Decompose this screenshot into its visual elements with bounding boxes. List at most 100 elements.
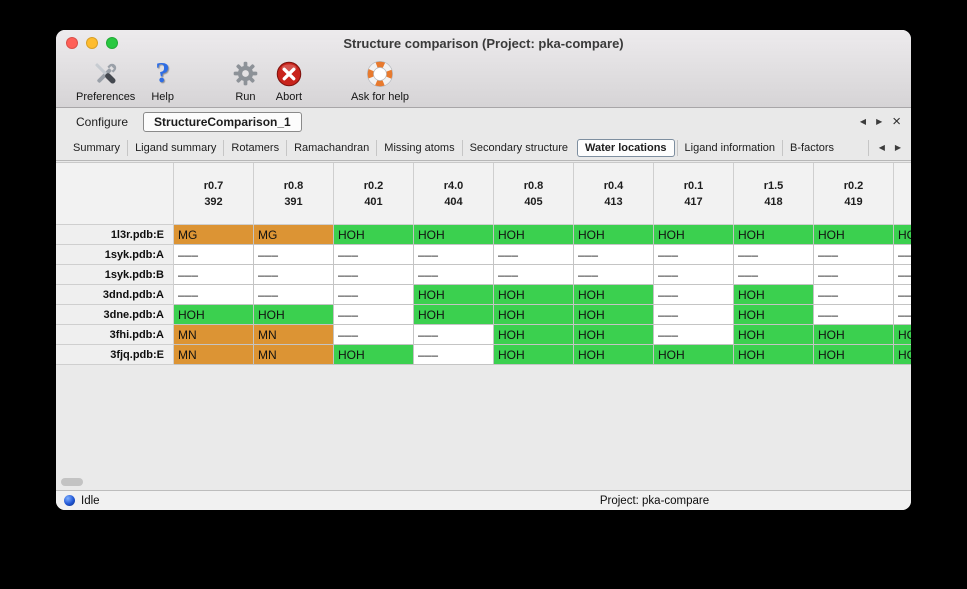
cell[interactable]: HOH	[334, 345, 414, 365]
cell[interactable]: HOH	[414, 225, 494, 245]
cell[interactable]: –––	[814, 285, 894, 305]
cell[interactable]: HOH	[814, 225, 894, 245]
ask-for-help-button[interactable]: Ask for help	[343, 56, 417, 104]
next-tab-icon[interactable]: ▶	[876, 116, 883, 126]
cell[interactable]: HOH	[254, 305, 334, 325]
cell[interactable]: HOH	[814, 345, 894, 365]
cell[interactable]: HOH	[574, 285, 654, 305]
cell[interactable]: –––	[334, 285, 414, 305]
cell[interactable]: HOH	[574, 305, 654, 325]
cell[interactable]: MN	[254, 325, 334, 345]
scroll-tabs-right-icon[interactable]: ▶	[894, 142, 901, 152]
abort-button[interactable]: Abort	[267, 56, 311, 104]
tab-ligand-information[interactable]: Ligand information	[676, 139, 783, 156]
cell[interactable]: –––	[254, 245, 334, 265]
run-button[interactable]: Run	[224, 56, 267, 104]
cell[interactable]: –––	[654, 245, 734, 265]
scrollbar-thumb[interactable]	[61, 478, 83, 486]
tab-structurecomparison-1[interactable]: StructureComparison_1	[143, 111, 302, 132]
cell[interactable]: HOH	[494, 325, 574, 345]
cell[interactable]: –––	[894, 245, 911, 265]
cell[interactable]: HOH	[894, 345, 911, 365]
cell[interactable]: –––	[174, 245, 254, 265]
cell[interactable]: HOH	[494, 305, 574, 325]
scroll-tabs-left-icon[interactable]: ◀	[878, 142, 885, 152]
tab-water-locations[interactable]: Water locations	[577, 138, 675, 157]
row-label[interactable]: 1syk.pdb:A	[56, 245, 174, 265]
cell[interactable]: HOH	[174, 305, 254, 325]
cell[interactable]: –––	[654, 325, 734, 345]
tab-rotamers[interactable]: Rotamers	[223, 139, 286, 156]
cell[interactable]: HOH	[734, 325, 814, 345]
cell[interactable]: –––	[814, 305, 894, 325]
cell[interactable]: HOH	[734, 285, 814, 305]
cell[interactable]: –––	[334, 245, 414, 265]
cell[interactable]: HOH	[334, 225, 414, 245]
cell[interactable]: HOH	[734, 225, 814, 245]
minimize-window-button[interactable]	[86, 37, 98, 49]
cell[interactable]: –––	[654, 305, 734, 325]
cell[interactable]: –––	[574, 245, 654, 265]
cell[interactable]: –––	[334, 325, 414, 345]
cell[interactable]: –––	[254, 265, 334, 285]
tab-configure[interactable]: Configure	[76, 114, 129, 129]
cell[interactable]: HOH	[734, 345, 814, 365]
close-tab-icon[interactable]: ×	[892, 113, 901, 130]
tab-missing-atoms[interactable]: Missing atoms	[376, 139, 461, 156]
cell[interactable]: MN	[174, 325, 254, 345]
horizontal-scrollbar[interactable]	[56, 475, 911, 490]
cell[interactable]: –––	[494, 245, 574, 265]
cell[interactable]: HOH	[414, 305, 494, 325]
cell[interactable]: –––	[814, 265, 894, 285]
tab-secondary-structure[interactable]: Secondary structure	[461, 139, 575, 156]
cell[interactable]: –––	[734, 245, 814, 265]
preferences-button[interactable]: Preferences	[68, 56, 143, 104]
cell[interactable]: HOH	[494, 345, 574, 365]
cell[interactable]: –––	[894, 285, 911, 305]
cell[interactable]: –––	[174, 265, 254, 285]
cell[interactable]: HOH	[894, 325, 911, 345]
row-label[interactable]: 3fhi.pdb:A	[56, 325, 174, 345]
cell[interactable]: –––	[334, 265, 414, 285]
row-label[interactable]: 3dnd.pdb:A	[56, 285, 174, 305]
cell[interactable]: HOH	[494, 285, 574, 305]
row-label[interactable]: 3dne.pdb:A	[56, 305, 174, 325]
cell[interactable]: –––	[414, 245, 494, 265]
cell[interactable]: HOH	[734, 305, 814, 325]
cell[interactable]: –––	[734, 265, 814, 285]
cell[interactable]: MN	[254, 345, 334, 365]
cell[interactable]: HOH	[574, 345, 654, 365]
tab-b-factors[interactable]: B-factors	[782, 139, 841, 156]
cell[interactable]: –––	[414, 325, 494, 345]
cell[interactable]: –––	[654, 265, 734, 285]
cell[interactable]: –––	[894, 305, 911, 325]
help-button[interactable]: ? Help	[143, 56, 182, 104]
cell[interactable]: MN	[174, 345, 254, 365]
cell[interactable]: –––	[334, 305, 414, 325]
prev-tab-icon[interactable]: ◀	[859, 116, 867, 126]
cell[interactable]: –––	[174, 285, 254, 305]
close-window-button[interactable]	[66, 37, 78, 49]
cell[interactable]: –––	[654, 285, 734, 305]
cell[interactable]: –––	[254, 285, 334, 305]
titlebar[interactable]: Structure comparison (Project: pka-compa…	[56, 30, 911, 56]
cell[interactable]: –––	[414, 265, 494, 285]
cell[interactable]: HOH	[654, 225, 734, 245]
cell[interactable]: HOH	[574, 225, 654, 245]
cell[interactable]: –––	[814, 245, 894, 265]
zoom-window-button[interactable]	[106, 37, 118, 49]
cell[interactable]: HOH	[814, 325, 894, 345]
cell[interactable]: HOH	[414, 285, 494, 305]
cell[interactable]: HOH	[574, 325, 654, 345]
row-label[interactable]: 3fjq.pdb:E	[56, 345, 174, 365]
row-label[interactable]: 1syk.pdb:B	[56, 265, 174, 285]
cell[interactable]: –––	[894, 265, 911, 285]
tab-ramachandran[interactable]: Ramachandran	[286, 139, 376, 156]
tab-summary[interactable]: Summary	[73, 141, 121, 154]
cell[interactable]: MG	[174, 225, 254, 245]
cell[interactable]: HOH	[894, 225, 911, 245]
cell[interactable]: –––	[494, 265, 574, 285]
cell[interactable]: HOH	[494, 225, 574, 245]
tab-ligand-summary[interactable]: Ligand summary	[127, 139, 223, 156]
cell[interactable]: MG	[254, 225, 334, 245]
